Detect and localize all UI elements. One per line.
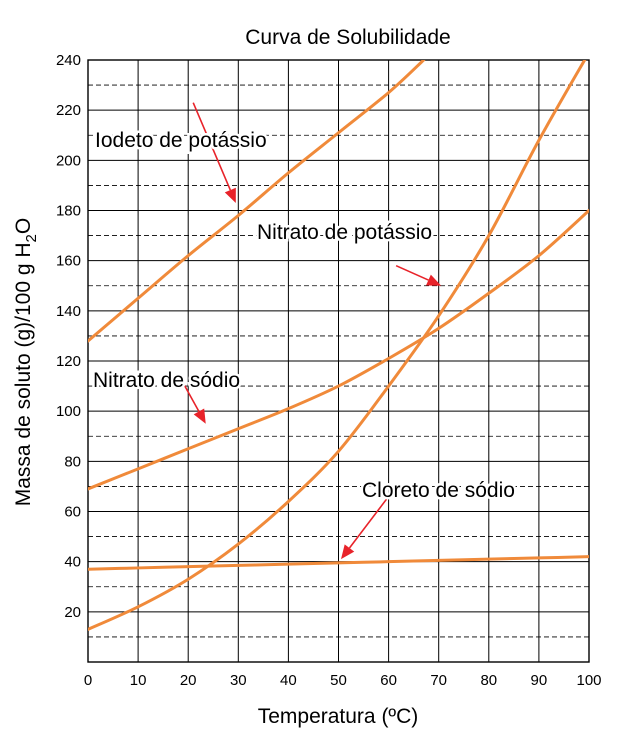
series-line (88, 60, 587, 631)
x-tick-label: 80 (480, 672, 497, 689)
tick-labels: 0 10 20 30 40 50 60 70 80 90 100 20 40 60 80 100 120 140 1… (56, 52, 602, 689)
series-line (88, 60, 426, 343)
y-tick-label: 60 (64, 504, 81, 521)
annotation-arrow-head (224, 187, 236, 203)
x-tick-label: 20 (180, 672, 197, 689)
annotation-arrow-shaft (348, 495, 390, 549)
annotation-arrows (179, 102, 442, 560)
x-tick-label: 10 (130, 672, 147, 689)
y-tick-label: 220 (56, 102, 81, 119)
y-tick-label: 140 (56, 303, 81, 320)
y-tick-label: 160 (56, 253, 81, 270)
annotation-arrow-shaft (179, 378, 200, 412)
curves (88, 60, 589, 631)
x-tick-label: 100 (576, 672, 601, 689)
x-tick-label: 40 (280, 672, 297, 689)
annotation-labels: Iodeto de potássio Nitrato de potássio Nit… (91, 127, 518, 505)
y-tick-label: 200 (56, 152, 81, 169)
x-tick-label: 50 (330, 672, 347, 689)
y-axis-label-sub: 2 (23, 234, 40, 242)
annotation-label: Nitrato de sódio (93, 369, 240, 392)
annotation-label: Iodeto de potássio (95, 129, 267, 152)
y-axis-label-end: O (12, 218, 35, 234)
x-tick-label: 70 (430, 672, 447, 689)
annotation-label: Nitrato de potássio (257, 221, 432, 244)
x-tick-label: 60 (380, 672, 397, 689)
x-tick-label: 30 (230, 672, 247, 689)
annotation-arrow-shaft (395, 264, 429, 281)
y-tick-label: 20 (64, 604, 81, 621)
y-tick-label: 40 (64, 554, 81, 571)
y-tick-label: 240 (56, 52, 81, 69)
annotation-arrow-head (425, 274, 442, 286)
x-tick-label: 90 (531, 672, 548, 689)
grid (87, 59, 590, 663)
y-axis-label: Massa de soluto (g)/100 g H2O (12, 218, 40, 507)
y-tick-label: 80 (64, 453, 81, 470)
annotation-arrow-head (341, 544, 355, 560)
x-axis-label: Temperatura (ºC) (258, 705, 419, 728)
y-axis-label-main: Massa de soluto (g)/100 g H (12, 242, 35, 506)
chart-title: Curva de Solubilidade (245, 26, 450, 49)
y-tick-label: 180 (56, 203, 81, 220)
series-line (88, 555, 589, 571)
annotation-arrow-shaft (192, 102, 232, 191)
annotation-label: Cloreto de sódio (362, 479, 515, 502)
annotation-arrow-head (193, 408, 206, 424)
series-line (88, 209, 589, 491)
x-tick-label: 0 (84, 672, 92, 689)
y-tick-label: 120 (56, 353, 81, 370)
y-tick-label: 100 (56, 403, 81, 420)
